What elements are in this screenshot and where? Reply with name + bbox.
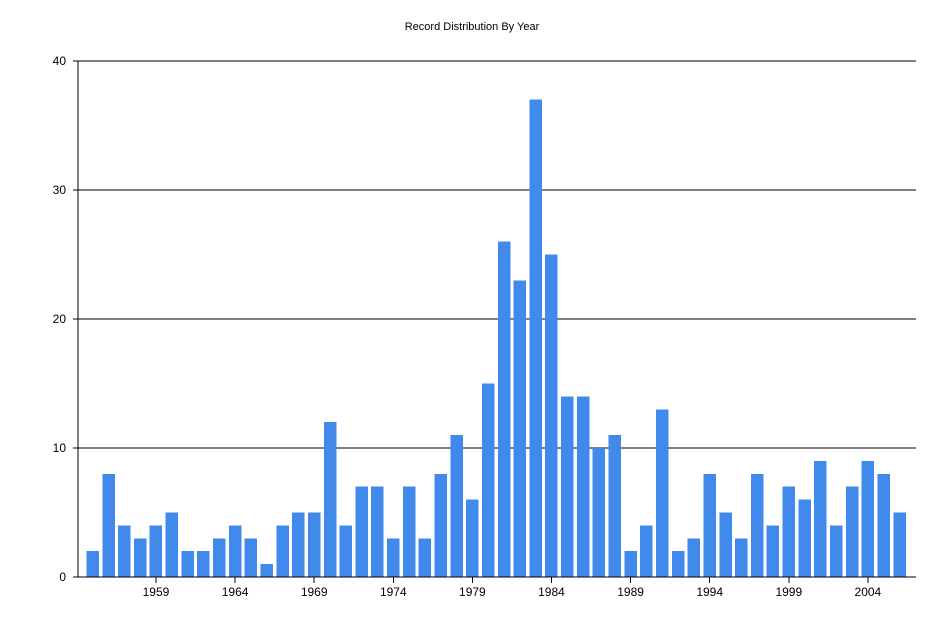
x-tick-label: 1989 [617,585,644,599]
bar-1985 [561,396,574,577]
x-tick-label: 1959 [143,585,170,599]
bar-1965 [244,538,258,577]
x-tick-label: 1984 [538,585,565,599]
bar-1989 [624,551,637,577]
bar-1966 [260,564,273,577]
y-tick-label: 30 [53,183,67,197]
bar-1963 [213,538,226,577]
x-tick-label: 1979 [459,585,486,599]
bar-1969 [307,512,321,577]
bar-1987 [592,448,606,577]
bar-1957 [118,525,131,577]
y-tick-label: 10 [53,441,67,455]
bar-1998 [766,525,780,577]
bar-2004 [861,460,875,577]
bar-1993 [687,538,701,577]
bar-1960 [165,512,179,577]
x-tick-label: 1974 [380,585,407,599]
bar-1990 [640,525,653,577]
bar-1983 [529,99,542,577]
bar-1967 [276,525,289,577]
bar-1979 [466,499,479,577]
bar-1980 [481,383,495,577]
bar-1999 [782,486,796,577]
bar-1992 [671,551,685,577]
bar-1991 [655,409,669,577]
y-tick-label: 40 [53,54,67,68]
x-tick-label: 1999 [775,585,802,599]
bar-1976 [418,538,432,577]
gridlines [78,60,916,449]
bar-1955 [86,551,99,577]
bar-1995 [719,512,732,577]
bar-1961 [181,551,194,577]
x-tick-label: 1994 [696,585,723,599]
bar-1984 [545,254,558,577]
chart-title: Record Distribution By Year [405,21,540,33]
bar-1977 [434,473,447,577]
bar-1975 [402,486,416,577]
bar-1986 [576,396,590,577]
bar-2000 [798,499,811,577]
bar-1962 [197,551,210,577]
bar-1970 [323,422,337,577]
x-tick-label: 1964 [222,585,249,599]
bar-2001 [814,460,827,577]
bar-2005 [877,473,890,577]
x-tick-label: 2004 [855,585,882,599]
x-tick-label: 1969 [301,585,328,599]
bar-1988 [608,435,622,577]
y-tick-label: 0 [59,570,66,584]
bar-2003 [845,486,859,577]
bar-1997 [750,473,764,577]
y-axis-ticks: 0 10 20 30 40 [53,54,78,584]
bar-1972 [355,486,368,577]
bar-1964 [228,525,242,577]
bar-1956 [102,473,115,577]
bar-1982 [513,280,527,577]
bar-1968 [292,512,305,577]
bar-1973 [371,486,384,577]
bar-2002 [830,525,843,577]
bar-2006 [893,512,906,577]
x-axis-ticks: 1959 1964 1969 1974 1979 1984 1989 1994 1999 2004 [143,577,882,599]
bar-1978 [450,435,463,577]
bar-1959 [149,525,163,577]
bar-1996 [735,538,748,577]
bar-1981 [497,241,511,577]
bars [86,99,906,577]
bar-1994 [703,473,716,577]
bar-1958 [133,538,147,577]
bar-1971 [339,525,353,577]
y-tick-label: 20 [53,312,67,326]
bar-1974 [387,538,400,577]
